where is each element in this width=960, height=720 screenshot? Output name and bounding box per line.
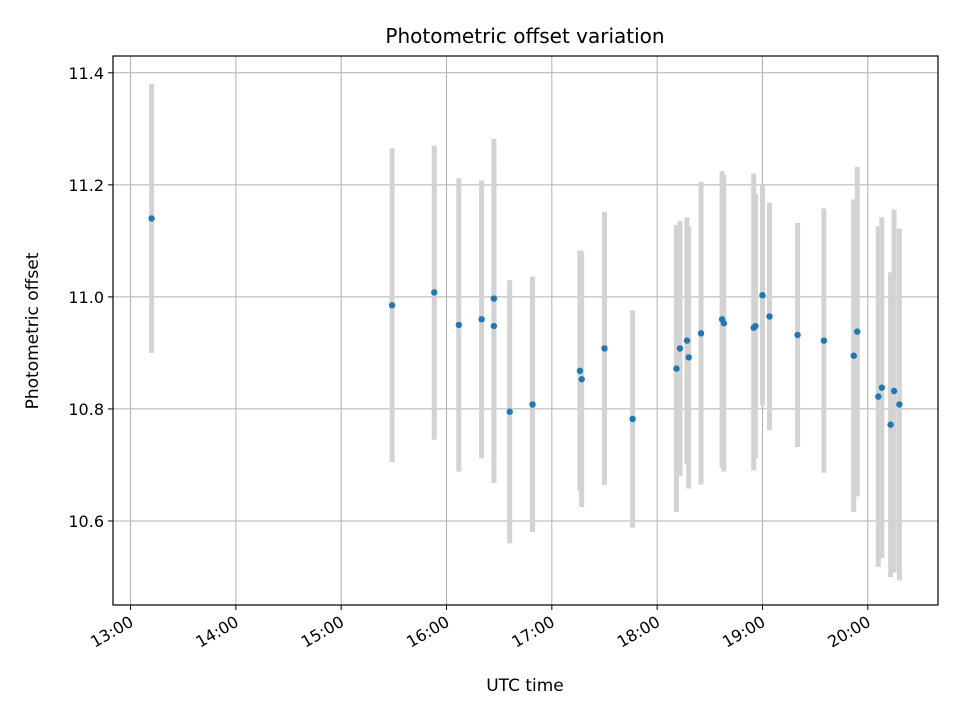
data-point — [455, 321, 462, 329]
data-point — [685, 354, 692, 361]
x-axis-label: UTC time — [486, 676, 564, 696]
data-point — [490, 322, 498, 330]
chart-title: Photometric offset variation — [385, 24, 664, 48]
data-point — [431, 289, 438, 296]
data-point — [752, 322, 759, 330]
y-tick-label: 10.8 — [68, 400, 104, 419]
data-point — [766, 313, 773, 320]
data-point — [697, 330, 705, 337]
data-point — [850, 352, 857, 359]
data-point — [683, 337, 691, 344]
data-point — [578, 376, 585, 383]
data-point — [490, 295, 498, 302]
y-axis-label: Photometric offset — [23, 252, 43, 409]
data-point — [887, 421, 894, 428]
data-point — [820, 337, 828, 344]
data-point — [875, 393, 882, 400]
data-point — [388, 302, 396, 309]
data-point — [478, 316, 485, 323]
data-point — [890, 387, 898, 395]
plot-frame — [112, 55, 939, 606]
data-point — [854, 328, 861, 335]
data-point — [896, 401, 903, 408]
data-points — [148, 215, 903, 428]
data-point — [601, 345, 608, 352]
grid — [113, 56, 938, 605]
data-point — [148, 215, 155, 222]
data-point — [759, 292, 766, 299]
data-point — [629, 415, 636, 423]
data-point — [529, 401, 536, 408]
y-axis-ticks: 10.6 10.8 11.0 11.2 11.4 — [68, 64, 113, 531]
y-tick-label: 11.2 — [68, 176, 104, 195]
data-point — [720, 320, 728, 327]
data-point — [676, 345, 684, 352]
y-tick-label: 10.6 — [68, 512, 104, 531]
y-tick-label: 11.4 — [68, 64, 104, 83]
y-tick-label: 11.0 — [68, 288, 104, 307]
data-point — [506, 408, 513, 415]
data-point — [576, 367, 584, 375]
data-point — [673, 365, 680, 372]
data-point — [794, 331, 801, 339]
data-point — [878, 384, 886, 391]
